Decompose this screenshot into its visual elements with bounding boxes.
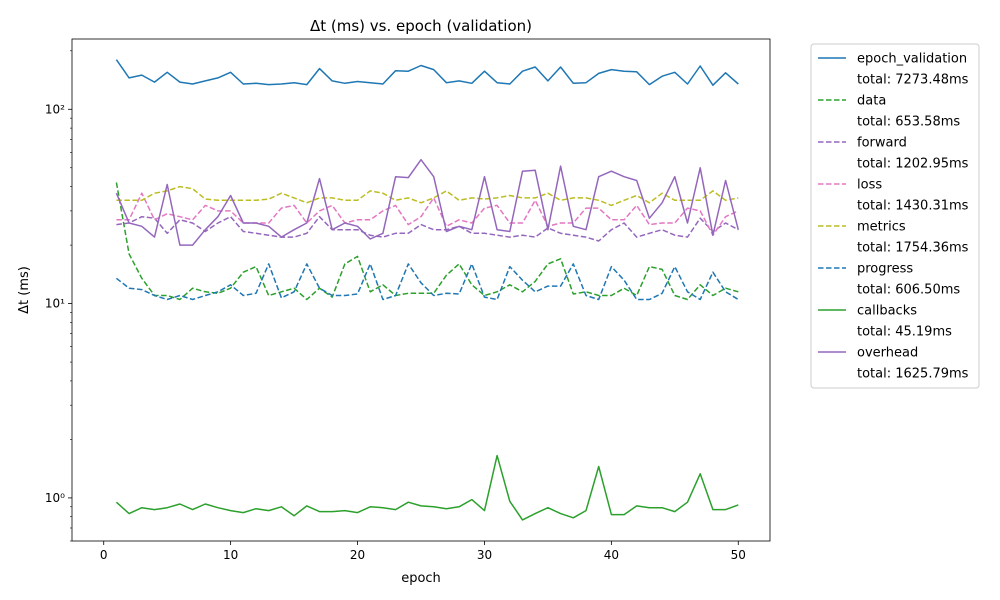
legend-series-total: total: 606.50ms xyxy=(857,283,960,298)
series-line-metrics xyxy=(116,185,739,207)
legend-series-total: total: 1430.31ms xyxy=(857,199,969,214)
x-tick-label: 50 xyxy=(731,548,746,562)
x-tick-label: 20 xyxy=(350,548,365,562)
plot-frame xyxy=(71,38,771,542)
series-line-loss xyxy=(116,192,739,236)
legend-frame xyxy=(810,43,980,389)
y-tick-label: 10² xyxy=(45,102,65,116)
x-tick-label: 40 xyxy=(604,548,619,562)
chart-title: Δt (ms) vs. epoch (validation) xyxy=(310,17,532,35)
legend-series-name: forward xyxy=(857,136,907,151)
x-tick-label: 0 xyxy=(100,548,108,562)
plot-area: 0 10 20 30 40 50 10⁰ 10¹ 10² xyxy=(45,38,771,562)
series-line-overhead xyxy=(115,158,740,246)
legend-series-name: loss xyxy=(857,178,882,193)
series-line-progress xyxy=(115,263,739,301)
series-line-epoch-validation xyxy=(115,59,739,86)
y-tick-label: 10¹ xyxy=(45,297,65,311)
y-tick-label: 10⁰ xyxy=(45,491,65,505)
legend-series-name: progress xyxy=(857,262,913,277)
legend-series-name: overhead xyxy=(857,346,918,361)
y-axis-label: Δt (ms) xyxy=(17,266,32,314)
legend-series-name: data xyxy=(857,94,886,109)
legend: epoch_validation total: 7273.48ms data tota… xyxy=(810,43,980,389)
series-line-forward xyxy=(116,215,739,242)
legend-series-total: total: 45.19ms xyxy=(857,325,952,340)
x-axis-label: epoch xyxy=(401,571,441,586)
legend-series-total: total: 1754.36ms xyxy=(857,241,969,256)
legend-series-total: total: 1202.95ms xyxy=(857,157,969,172)
legend-series-total: total: 7273.48ms xyxy=(857,73,969,88)
series-line-data xyxy=(115,182,739,301)
x-tick-label: 30 xyxy=(477,548,492,562)
legend-series-total: total: 653.58ms xyxy=(857,115,960,130)
x-tick-label: 10 xyxy=(223,548,238,562)
legend-series-name: epoch_validation xyxy=(857,52,967,67)
legend-series-name: callbacks xyxy=(857,304,917,319)
legend-series-total: total: 1625.79ms xyxy=(857,367,969,382)
legend-series-name: metrics xyxy=(857,220,906,235)
series-line-callbacks xyxy=(115,454,739,521)
